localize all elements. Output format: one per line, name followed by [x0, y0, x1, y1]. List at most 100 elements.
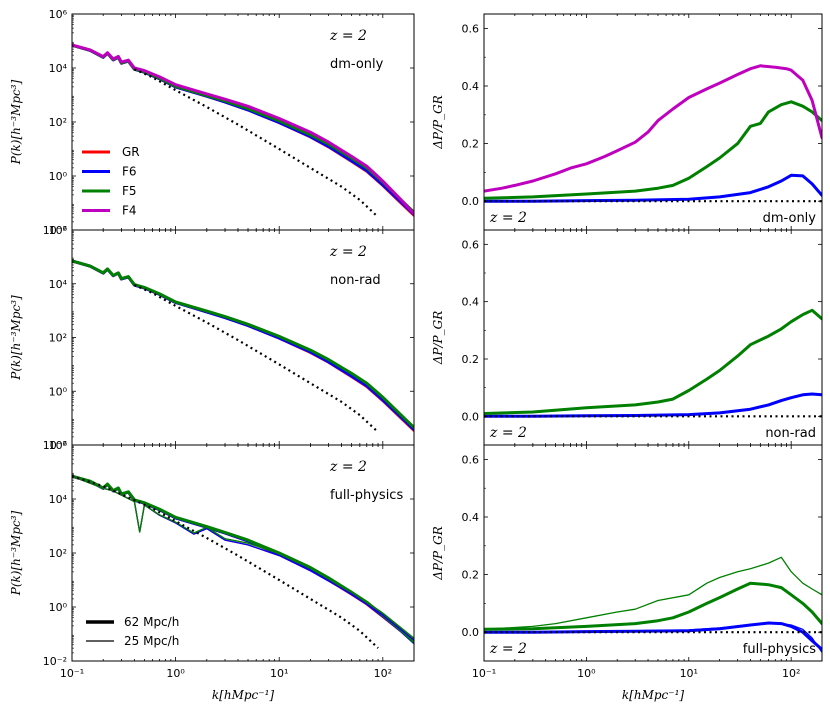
legend-label-thin: 25 Mpc/h [124, 634, 179, 648]
y-tick-label: 10⁴ [49, 278, 68, 291]
run-annotation: full-physics [743, 642, 816, 657]
x-tick-label: 10⁻¹ [472, 667, 496, 680]
panel-left-top: 10⁻² 10⁰ 10² 10⁴ 10⁶ P(k)[h⁻³Mpc³] z = 2 dm-onl… [9, 8, 415, 237]
run-annotation: non-rad [330, 273, 381, 288]
series-f5-small-box-line [484, 556, 822, 630]
run-annotation: non-rad [765, 426, 816, 441]
series-linear-line [133, 68, 379, 218]
y-tick-label: 0.2 [462, 138, 480, 151]
y-tick-label: 10⁻² [43, 655, 67, 668]
series-f6-small-box-line [484, 622, 822, 654]
y-axis-label: P(k)[h⁻³Mpc³] [9, 79, 23, 165]
box-size-legend: 62 Mpc/h 25 Mpc/h [86, 615, 179, 648]
x-axis-label: k[hMpc⁻¹] [212, 688, 275, 702]
legend-label-gr: GR [122, 145, 140, 159]
y-tick-label: 0.4 [462, 80, 480, 93]
redshift-annotation: z = 2 [489, 641, 527, 657]
series-f5-line [484, 581, 822, 631]
panel-left-bottom: 10⁻² 10⁰ 10² 10⁴ 10⁶ 10⁻¹ 10⁰ 10¹ 10² k[hMpc⁻¹] P(… [9, 439, 415, 702]
y-tick-label: 10² [49, 547, 67, 560]
series-f6-line [484, 173, 822, 203]
legend-label-f5: F5 [122, 184, 137, 198]
legend-label-thick: 62 Mpc/h [124, 615, 179, 629]
y-tick-label: 0.2 [462, 569, 480, 582]
run-annotation: dm-only [763, 211, 817, 226]
redshift-annotation: z = 2 [489, 425, 527, 441]
redshift-annotation: z = 2 [329, 28, 367, 44]
legend-layer: GR F6 F5 F4 62 Mpc/h 25 Mpc/h [82, 145, 179, 648]
x-axis-ticks [71, 230, 415, 445]
y-tick-label: 10⁴ [49, 493, 68, 506]
y-tick-label: 0.6 [462, 453, 480, 466]
y-axis-label: P(k)[h⁻³Mpc³] [9, 510, 23, 596]
y-axis-ticks: 0.0 0.2 0.4 0.6 [462, 22, 822, 208]
x-axis-ticks [71, 445, 415, 661]
series-f5-line [484, 308, 822, 415]
panel-right-top: 0.0 0.2 0.4 0.6 ΔP/P_GRz = 2 dm-only [431, 13, 823, 231]
x-tick-label: 10¹ [270, 667, 288, 680]
y-tick-label: 10⁶ [49, 8, 68, 21]
model-legend: GR F6 F5 F4 [82, 145, 140, 218]
x-tick-label: 10² [782, 667, 800, 680]
y-tick-label: 10⁰ [49, 601, 68, 614]
y-tick-label: 0.0 [462, 626, 480, 639]
y-tick-label: 10⁰ [49, 385, 68, 398]
x-tick-labels: 10⁻¹ 10⁰ 10¹ 10² [60, 667, 392, 680]
redshift-annotation: z = 2 [329, 459, 367, 475]
y-tick-label: 0.4 [462, 296, 480, 309]
series-group [484, 64, 822, 203]
y-axis-label: ΔP/P_GR [431, 311, 445, 365]
y-axis-label: ΔP/P_GR [431, 526, 445, 580]
series-f5-line [484, 100, 822, 200]
panel-frame [483, 444, 823, 662]
y-tick-label: 10⁰ [49, 170, 68, 183]
y-tick-label: 0.4 [462, 511, 480, 524]
y-tick-label: 0.6 [462, 22, 480, 35]
x-tick-label: 10¹ [680, 667, 698, 680]
legend-label-f6: F6 [122, 165, 137, 179]
y-tick-label: 10⁶ [49, 224, 68, 237]
panel-frame [71, 229, 415, 446]
y-tick-label: 10² [49, 116, 67, 129]
panels-layer: 10⁻² 10⁰ 10² 10⁴ 10⁶ P(k)[h⁻³Mpc³] z = 2 dm-onl… [9, 8, 823, 702]
series-linear-line [72, 475, 379, 649]
series-group [72, 43, 414, 218]
series-f4-line [72, 43, 414, 216]
y-tick-label: 10² [49, 332, 67, 345]
x-tick-labels: 10⁻¹ 10⁰ 10¹ 10² [472, 667, 800, 680]
series-group [72, 259, 414, 434]
x-tick-label: 10⁰ [166, 667, 185, 680]
x-tick-label: 10⁻¹ [60, 667, 84, 680]
y-tick-label: 10⁶ [49, 439, 68, 452]
y-tick-label: 0.6 [462, 238, 480, 251]
redshift-annotation: z = 2 [489, 210, 527, 226]
x-axis-ticks [483, 445, 823, 661]
y-axis-ticks: 0.0 0.2 0.4 0.6 [462, 453, 822, 639]
y-tick-label: 10⁻² [43, 439, 67, 452]
series-f6-line [484, 392, 822, 418]
y-axis-ticks: 10⁻² 10⁰ 10² 10⁴ 10⁶ [43, 8, 414, 237]
series-group [484, 308, 822, 418]
panel-right-middle: 0.0 0.2 0.4 0.6 ΔP/P_GRz = 2 non-rad [431, 229, 823, 446]
y-tick-label: 10⁴ [49, 62, 68, 75]
series-f4-line [484, 64, 822, 193]
y-tick-label: 0.0 [462, 410, 480, 423]
y-axis-label: P(k)[h⁻³Mpc³] [9, 295, 23, 381]
y-tick-label: 0.0 [462, 195, 480, 208]
y-axis-label: ΔP/P_GR [431, 95, 445, 149]
y-axis-ticks: 10⁻² 10⁰ 10² 10⁴ 10⁶ [43, 439, 414, 668]
series-linear-line [133, 283, 379, 434]
y-tick-label: 0.2 [462, 353, 480, 366]
redshift-annotation: z = 2 [329, 244, 367, 260]
series-group [72, 474, 414, 649]
series-f5-line [72, 259, 414, 429]
y-axis-ticks: 10⁻² 10⁰ 10² 10⁴ 10⁶ [43, 224, 414, 452]
legend-label-f4: F4 [122, 204, 137, 218]
x-tick-label: 10² [374, 667, 392, 680]
series-group [484, 556, 822, 654]
y-tick-label: 10⁻² [43, 224, 67, 237]
run-annotation: full-physics [330, 488, 403, 503]
y-axis-ticks: 0.0 0.2 0.4 0.6 [462, 238, 822, 423]
panel-right-bottom: 0.0 0.2 0.4 0.6 10⁻¹ 10⁰ 10¹ 10² k[hMpc⁻¹] ΔP/P_G… [431, 444, 823, 702]
